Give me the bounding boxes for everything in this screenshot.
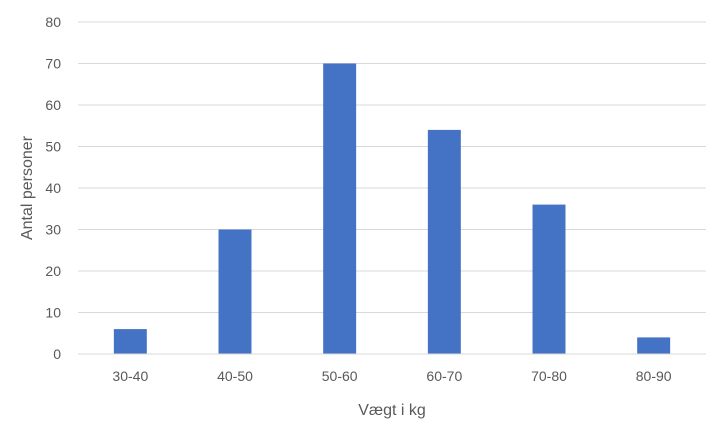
x-tick-label: 40-50 [217, 368, 253, 384]
y-tick-label: 10 [45, 305, 61, 321]
bar-30-40 [113, 329, 147, 354]
y-tick-label: 30 [45, 222, 61, 238]
x-tick-label: 80-90 [636, 368, 672, 384]
bar-70-80 [532, 204, 566, 354]
bar-80-90 [637, 337, 671, 354]
y-axis-tick-labels: 0 10 20 30 40 50 60 70 80 [45, 14, 61, 362]
y-tick-label: 80 [45, 14, 61, 30]
bar-60-70 [427, 129, 461, 354]
x-tick-label: 30-40 [112, 368, 148, 384]
y-tick-label: 50 [45, 139, 61, 155]
y-tick-label: 0 [53, 346, 61, 362]
x-tick-label: 70-80 [531, 368, 567, 384]
y-tick-label: 70 [45, 56, 61, 72]
y-tick-label: 60 [45, 97, 61, 113]
y-tick-label: 20 [45, 263, 61, 279]
bar-40-50 [218, 229, 252, 354]
x-tick-label: 60-70 [426, 368, 462, 384]
x-tick-label: 50-60 [322, 368, 358, 384]
x-axis-tick-labels: 30-40 40-50 50-60 60-70 70-80 80-90 [112, 368, 671, 384]
x-axis-title: Vægt i kg [358, 402, 426, 419]
gridlines [78, 21, 706, 313]
bar-50-60 [323, 63, 357, 354]
bars [113, 63, 671, 354]
y-tick-label: 40 [45, 180, 61, 196]
y-axis-title: Antal personer [19, 135, 36, 240]
